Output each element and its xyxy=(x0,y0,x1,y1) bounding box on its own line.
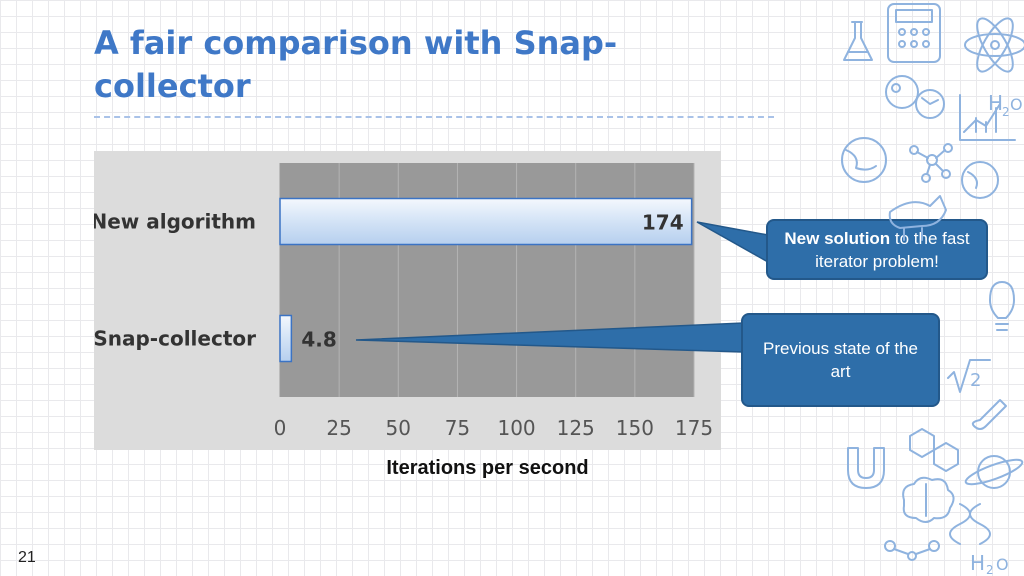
bar-chart-svg: 0 25 50 75 100 125 150 175 New algorithm 174 Snap-… xyxy=(94,163,713,440)
x-tick-label: 150 xyxy=(616,416,654,440)
callout-new-solution-text: to the fast iterator problem! xyxy=(815,228,970,271)
globe-icon xyxy=(841,137,999,199)
flask-icon xyxy=(843,21,873,61)
dinosaur-icon xyxy=(888,195,947,241)
x-tick-label: 50 xyxy=(386,416,411,440)
category-label: Snap-collector xyxy=(94,327,256,351)
atom-icon xyxy=(964,17,1024,73)
x-tick-label: 175 xyxy=(675,416,713,440)
h2o-icon: H2 O xyxy=(988,91,1023,119)
callout-previous-state-text: Previous state of the art xyxy=(763,339,918,381)
lightbulb-icon xyxy=(989,281,1015,331)
x-tick-label: 100 xyxy=(497,416,535,440)
page-number: 21 xyxy=(18,549,36,566)
x-tick-label: 0 xyxy=(274,416,287,440)
x-tick-label: 75 xyxy=(445,416,470,440)
svg-text:H: H xyxy=(970,551,985,575)
graph-icon xyxy=(959,94,1016,141)
bar-chart: 0 25 50 75 100 125 150 175 New algorithm 174 Snap-… xyxy=(94,151,721,450)
data-label: 174 xyxy=(642,211,684,235)
dna-icon xyxy=(949,503,991,545)
slide-title: A fair comparison with Snap-collector xyxy=(94,24,618,105)
svg-text:2: 2 xyxy=(986,563,994,576)
calculator-icon xyxy=(887,3,941,63)
bar xyxy=(279,197,693,246)
callout-new-solution-box: New solution to the fast iterator proble… xyxy=(766,219,988,280)
test-tube-icon xyxy=(971,399,1007,430)
bar xyxy=(279,314,293,363)
sqrt-icon: 2 xyxy=(947,359,991,393)
magnet-icon xyxy=(847,447,885,489)
planet-icon xyxy=(964,455,1024,489)
microscope-icon xyxy=(885,75,945,119)
molecule-icon xyxy=(909,143,953,183)
molecule-chain-icon xyxy=(884,540,940,561)
svg-text:O: O xyxy=(996,555,1009,574)
callout-pointer-new-solution xyxy=(696,221,769,264)
svg-text:2: 2 xyxy=(1002,105,1010,119)
brain-icon xyxy=(902,476,955,523)
callout-pointer-previous-state xyxy=(355,322,744,353)
svg-text:O: O xyxy=(1010,95,1023,114)
x-tick-label: 25 xyxy=(326,416,351,440)
svg-text:2: 2 xyxy=(970,370,981,391)
x-axis-title: Iterations per second xyxy=(386,457,589,479)
svg-text:H: H xyxy=(988,91,1003,115)
title-divider xyxy=(94,116,774,118)
callout-new-solution-bold: New solution xyxy=(784,228,891,248)
data-label: 4.8 xyxy=(301,328,336,352)
callout-previous-state-box: Previous state of the art xyxy=(741,313,940,407)
category-label: New algorithm xyxy=(94,210,256,234)
x-tick-label: 125 xyxy=(557,416,595,440)
hexagon-icon xyxy=(909,428,959,472)
